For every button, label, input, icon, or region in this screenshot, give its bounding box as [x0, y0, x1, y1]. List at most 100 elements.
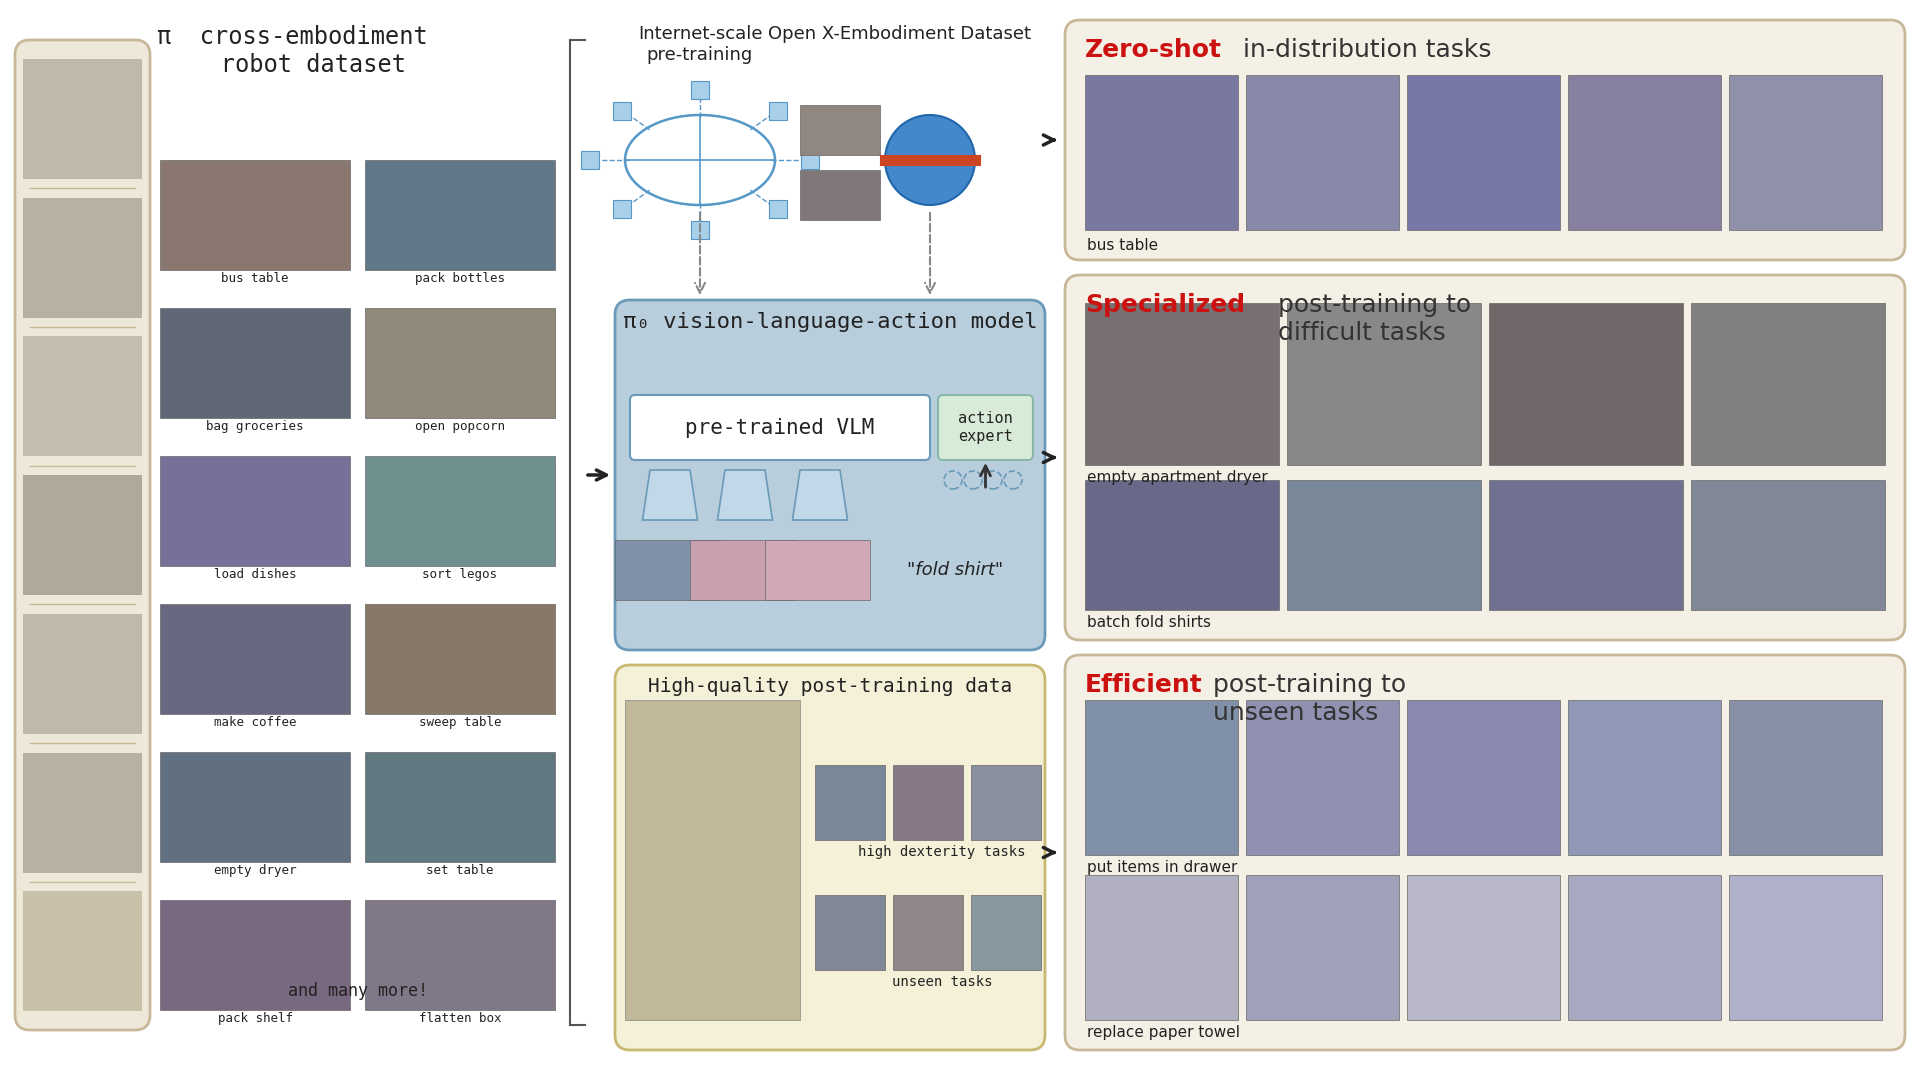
Bar [814, 765, 885, 840]
FancyBboxPatch shape [1066, 654, 1905, 1050]
FancyBboxPatch shape [614, 665, 1044, 1050]
Text: batch fold shirts: batch fold shirts [1087, 615, 1212, 630]
Bar [801, 170, 879, 220]
Bar [801, 105, 879, 156]
Bar [23, 891, 142, 1011]
Bar [23, 58, 142, 179]
Polygon shape [643, 470, 697, 519]
Text: Specialized: Specialized [1085, 293, 1246, 318]
Bar [1569, 700, 1720, 855]
Bar [801, 151, 820, 168]
Bar [768, 102, 787, 120]
FancyBboxPatch shape [15, 40, 150, 1030]
Text: pack bottles: pack bottles [415, 272, 505, 285]
Text: Open X-Embodiment Dataset: Open X-Embodiment Dataset [768, 25, 1031, 43]
Text: set table: set table [426, 864, 493, 877]
Bar [1730, 700, 1882, 855]
Text: bag groceries: bag groceries [205, 420, 303, 433]
Bar [1246, 700, 1400, 855]
Bar [893, 765, 964, 840]
Bar [365, 604, 555, 714]
Text: flatten box: flatten box [419, 1012, 501, 1025]
Bar [1692, 480, 1885, 610]
Text: Internet-scale
pre-training: Internet-scale pre-training [637, 25, 762, 64]
Text: make coffee: make coffee [213, 716, 296, 729]
Bar [23, 198, 142, 318]
Text: empty dryer: empty dryer [213, 864, 296, 877]
Text: load dishes: load dishes [213, 568, 296, 581]
Bar [1407, 875, 1559, 1020]
Text: bus table: bus table [221, 272, 288, 285]
Bar [612, 201, 632, 218]
Text: replace paper towel: replace paper towel [1087, 1025, 1240, 1040]
Bar [23, 336, 142, 456]
Bar [1692, 303, 1885, 465]
Bar [614, 540, 720, 600]
Polygon shape [718, 470, 772, 519]
Bar [1730, 75, 1882, 230]
FancyBboxPatch shape [630, 395, 929, 460]
Bar [159, 604, 349, 714]
Bar [1730, 875, 1882, 1020]
Text: put items in drawer: put items in drawer [1087, 860, 1236, 875]
FancyBboxPatch shape [614, 300, 1044, 650]
Text: pack shelf: pack shelf [217, 1012, 292, 1025]
Circle shape [885, 114, 975, 205]
Text: sort legos: sort legos [422, 568, 497, 581]
Text: bus table: bus table [1087, 238, 1158, 253]
Text: post-training to
 unseen tasks: post-training to unseen tasks [1206, 673, 1405, 725]
Text: open popcorn: open popcorn [415, 420, 505, 433]
Bar [23, 753, 142, 873]
Bar [23, 475, 142, 595]
Bar [1085, 480, 1279, 610]
Bar [814, 895, 885, 970]
Text: Zero-shot: Zero-shot [1085, 38, 1221, 62]
Text: unseen tasks: unseen tasks [891, 975, 993, 989]
Text: High-quality post-training data: High-quality post-training data [647, 677, 1012, 696]
Bar [1407, 75, 1559, 230]
Bar [893, 895, 964, 970]
Bar [1085, 700, 1238, 855]
Bar [159, 160, 349, 270]
Bar [1407, 700, 1559, 855]
Bar [23, 613, 142, 733]
Bar [159, 308, 349, 418]
Text: post-training to
 difficult tasks: post-training to difficult tasks [1269, 293, 1471, 345]
Bar [612, 102, 632, 120]
Text: sweep table: sweep table [419, 716, 501, 729]
Text: high dexterity tasks: high dexterity tasks [858, 845, 1025, 859]
Text: "fold shirt": "fold shirt" [906, 561, 1002, 579]
Bar [159, 456, 349, 566]
Bar [1490, 303, 1684, 465]
Text: π₀ vision-language-action model: π₀ vision-language-action model [622, 312, 1037, 332]
Bar [626, 700, 801, 1020]
FancyBboxPatch shape [1066, 275, 1905, 640]
Bar [689, 540, 795, 600]
Bar [768, 201, 787, 218]
Bar [1286, 480, 1480, 610]
Bar [1085, 303, 1279, 465]
FancyBboxPatch shape [939, 395, 1033, 460]
Text: π  cross-embodiment
   robot dataset: π cross-embodiment robot dataset [157, 25, 428, 77]
Bar [1490, 480, 1684, 610]
Text: Efficient: Efficient [1085, 673, 1202, 697]
Bar [582, 151, 599, 168]
Bar [365, 752, 555, 862]
Bar [365, 900, 555, 1010]
Bar [365, 456, 555, 566]
Bar [691, 221, 708, 239]
Bar [159, 752, 349, 862]
Text: and many more!: and many more! [288, 982, 428, 1000]
Bar [1246, 75, 1400, 230]
Bar [972, 895, 1041, 970]
Bar [365, 160, 555, 270]
Bar [1569, 75, 1720, 230]
Polygon shape [793, 470, 847, 519]
Bar [691, 81, 708, 99]
Text: pre-trained VLM: pre-trained VLM [685, 418, 876, 437]
Text: empty apartment dryer: empty apartment dryer [1087, 470, 1267, 485]
Bar [764, 540, 870, 600]
Text: in-distribution tasks: in-distribution tasks [1235, 38, 1492, 62]
Text: action
expert: action expert [958, 411, 1014, 444]
Bar [365, 308, 555, 418]
